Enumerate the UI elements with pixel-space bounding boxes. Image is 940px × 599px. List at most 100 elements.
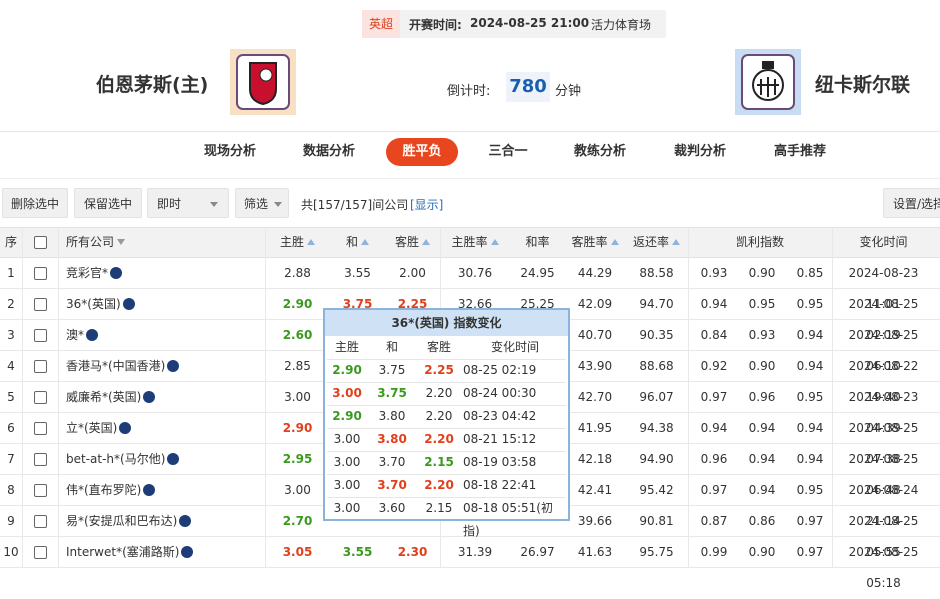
tab[interactable]: 裁判分析 [673, 144, 726, 159]
company-name[interactable]: 香港马*(中国香港) [66, 351, 180, 382]
page: {"header":{"league":"英超","match_time_lab… [0, 10, 940, 590]
return-rate: 96.07 [639, 390, 674, 404]
row-line [0, 567, 940, 568]
delete-selected-button[interactable]: 删除选中 [2, 188, 68, 218]
checkbox[interactable] [34, 515, 47, 528]
company-icon[interactable] [122, 298, 135, 310]
popup-row-line [327, 497, 566, 498]
company-name[interactable]: 威廉希*(英国) [66, 382, 156, 413]
popup-time: 08-23 04:42 [463, 409, 537, 423]
odds-value: 3.00 [284, 390, 311, 404]
popup-column-header: 变化时间 [490, 340, 539, 354]
popup-row-line [327, 359, 566, 360]
company-icon[interactable] [167, 360, 180, 372]
column-header[interactable]: 和 [330, 227, 385, 258]
home-team[interactable]: 伯恩茅斯(主) [96, 74, 209, 96]
mode-dropdown[interactable]: 即时 [147, 188, 229, 218]
checkbox[interactable] [34, 546, 47, 559]
filter-label: 筛选 [244, 197, 269, 211]
column-header-label: 和率 [525, 235, 550, 249]
rate-value: 42.41 [577, 483, 613, 497]
settings-button[interactable]: 设置/选择 [883, 188, 940, 218]
company-icon[interactable] [143, 391, 156, 403]
tab[interactable]: 高手推荐 [773, 144, 826, 159]
company-icon[interactable] [143, 484, 156, 496]
popup-row-line [327, 428, 566, 429]
column-header-label: 凯利指数 [735, 235, 784, 249]
checkbox[interactable] [34, 329, 47, 342]
popup-odds: 2.20 [424, 478, 454, 492]
kelly-value: 0.90 [748, 545, 776, 559]
rate-value: 42.18 [577, 452, 613, 466]
kelly-value: 0.97 [700, 483, 728, 497]
tab[interactable]: 数据分析 [302, 144, 355, 159]
company-icon[interactable] [119, 422, 132, 434]
kelly-value: 0.95 [796, 297, 824, 311]
company-name[interactable]: Interwet*(塞浦路斯) [66, 537, 194, 568]
tab[interactable]: 三合一 [488, 144, 528, 159]
kelly-value: 0.96 [748, 390, 776, 404]
company-icon[interactable] [86, 329, 99, 341]
column-header[interactable]: 主胜 [265, 227, 330, 258]
company-icon[interactable] [167, 453, 180, 465]
checkbox[interactable] [34, 236, 47, 249]
return-rate: 94.90 [639, 452, 674, 466]
popup-odds: 3.00 [333, 455, 361, 469]
popup-odds: 2.20 [424, 432, 454, 446]
kelly-value: 0.94 [796, 421, 824, 435]
company-name[interactable]: 立*(英国) [66, 413, 132, 444]
tab[interactable]: 现场分析 [203, 144, 256, 159]
company-name[interactable]: 易*(安提瓜和巴布达) [66, 506, 192, 537]
column-header[interactable]: 客胜 [385, 227, 440, 258]
checkbox[interactable] [34, 267, 47, 280]
checkbox[interactable] [34, 484, 47, 497]
return-rate: 90.35 [639, 328, 674, 342]
company-name[interactable]: bet-at-h*(马尔他) [66, 444, 180, 475]
checkbox[interactable] [34, 360, 47, 373]
keep-selected-button[interactable]: 保留选中 [74, 188, 142, 218]
sort-icon [610, 239, 619, 245]
away-logo[interactable] [735, 49, 801, 115]
popup-column-header: 客胜 [426, 340, 451, 354]
company-name[interactable]: 竞彩官* [66, 258, 123, 289]
kelly-value: 0.99 [700, 545, 728, 559]
tab[interactable]: 教练分析 [573, 144, 626, 159]
popup-time: 08-21 15:12 [463, 432, 537, 446]
popup-odds: 3.00 [332, 386, 362, 400]
column-header[interactable]: 返还率 [625, 227, 688, 258]
column-header: 序 [0, 227, 22, 258]
filter-dropdown[interactable]: 筛选 [235, 188, 289, 218]
checkbox[interactable] [34, 391, 47, 404]
row-number: 3 [7, 328, 15, 342]
popup-time: 08-24 00:30 [463, 386, 537, 400]
column-header[interactable]: 客胜率 [565, 227, 625, 258]
popup-odds: 2.20 [425, 386, 453, 400]
odds-value: 2.00 [399, 266, 426, 280]
change-time: 2024-08-25 06:10 [848, 328, 919, 373]
checkbox[interactable] [34, 422, 47, 435]
row-number: 2 [7, 297, 15, 311]
checkbox[interactable] [34, 298, 47, 311]
away-team[interactable]: 纽卡斯尔联 [815, 74, 911, 96]
company-name[interactable]: 伟*(直布罗陀) [66, 475, 156, 506]
company-name[interactable]: 36*(英国) [66, 289, 135, 320]
company-name[interactable]: 澳* [66, 320, 99, 351]
company-icon[interactable] [181, 546, 194, 558]
tab[interactable]: 胜平负 [386, 138, 458, 166]
rate-value: 31.39 [457, 545, 493, 559]
divider [0, 178, 940, 179]
column-header[interactable]: 主胜率 [440, 227, 510, 258]
kelly-value: 0.94 [748, 421, 776, 435]
column-header-label: 客胜 [394, 235, 419, 249]
show-link[interactable]: [显示] [410, 198, 444, 212]
checkbox[interactable] [34, 453, 47, 466]
column-header-label: 变化时间 [859, 235, 908, 249]
change-time: 2024-08-22 19:40 [848, 359, 919, 404]
column-separator [58, 227, 59, 568]
company-icon[interactable] [110, 267, 123, 279]
home-logo[interactable] [230, 49, 296, 115]
company-icon[interactable] [179, 515, 192, 527]
odds-value: 2.30 [397, 545, 428, 559]
row-line [0, 288, 940, 289]
column-header-label: 和 [345, 235, 358, 249]
